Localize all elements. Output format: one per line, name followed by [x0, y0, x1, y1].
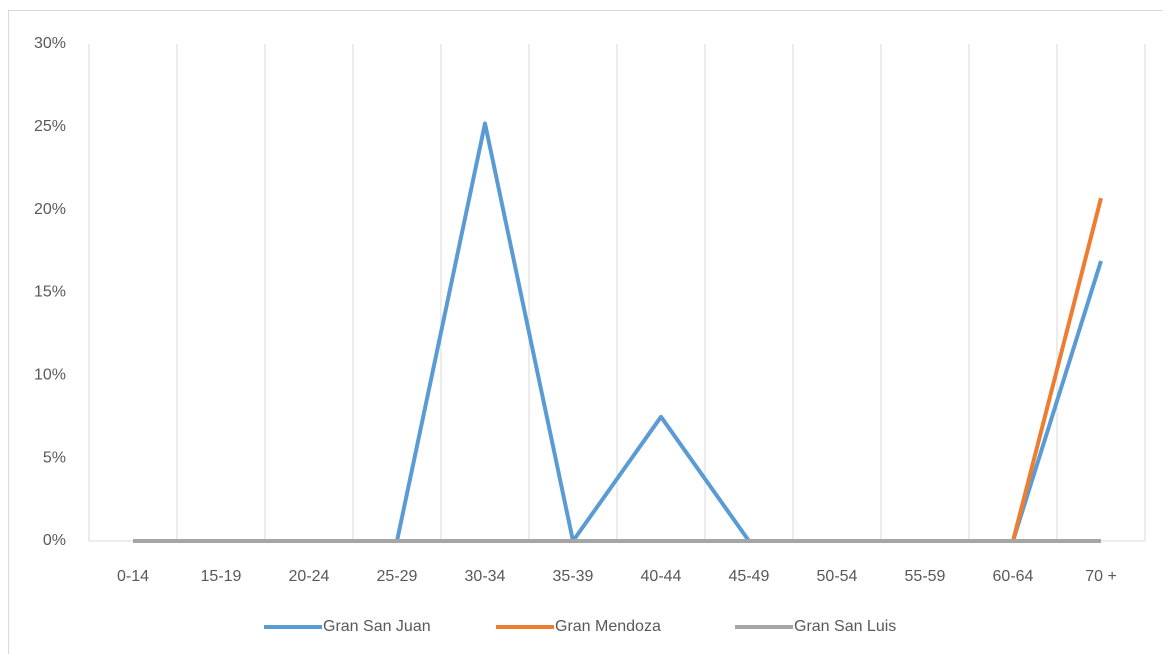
y-tick-label: 10% [34, 367, 66, 384]
legend-label: Gran Mendoza [555, 618, 661, 635]
x-tick-label: 55-59 [905, 568, 946, 585]
x-tick-label: 20-24 [289, 568, 330, 585]
x-tick-label: 15-19 [201, 568, 242, 585]
x-tick-label: 25-29 [377, 568, 418, 585]
x-tick-label: 60-64 [993, 568, 1034, 585]
chart-border [8, 10, 1163, 654]
x-tick-label: 40-44 [641, 568, 682, 585]
y-tick-label: 30% [34, 35, 66, 52]
legend-label: Gran San Juan [323, 618, 431, 635]
x-tick-label: 0-14 [117, 568, 149, 585]
legend-label: Gran San Luis [794, 618, 896, 635]
x-tick-label: 50-54 [817, 568, 858, 585]
y-tick-label: 5% [43, 449, 66, 466]
y-tick-label: 20% [34, 201, 66, 218]
x-tick-label: 35-39 [553, 568, 594, 585]
x-tick-label: 70 + [1085, 568, 1117, 585]
x-tick-label: 30-34 [465, 568, 506, 585]
x-tick-label: 45-49 [729, 568, 770, 585]
y-tick-label: 0% [43, 532, 66, 549]
y-tick-label: 25% [34, 118, 66, 135]
y-tick-label: 15% [34, 284, 66, 301]
